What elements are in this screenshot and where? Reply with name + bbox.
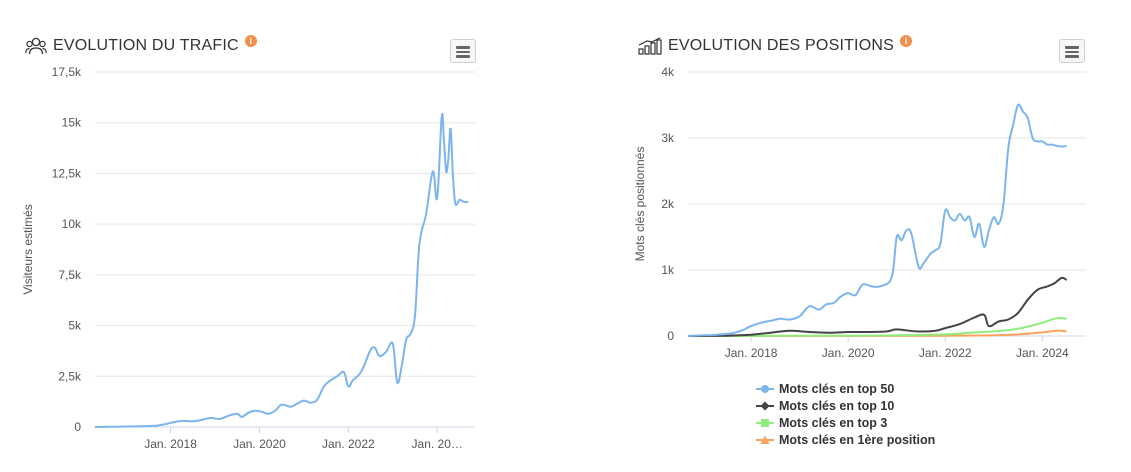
- legend-item[interactable]: Mots clés en top 10: [755, 397, 935, 414]
- y-tick-label: 15k: [62, 116, 82, 130]
- y-tick-label: 2k: [661, 197, 675, 211]
- legend-label: Mots clés en top 50: [779, 381, 895, 396]
- y-tick-label: 17,5k: [52, 65, 82, 79]
- x-tick-label: Jan. 2018: [725, 346, 778, 360]
- traffic-panel: EVOLUTION DU TRAFIC i 0 2,5k 5k 7,5k 10k 12,5…: [0, 0, 560, 472]
- y-tick-label: 10k: [62, 217, 82, 231]
- series-line-mots-cl-s-en-top-10: [687, 276, 1068, 337]
- y-tick-label: 2,5k: [58, 369, 82, 383]
- positions-title: EVOLUTION DES POSITIONS: [668, 37, 894, 54]
- legend-item[interactable]: Mots clés en top 50: [755, 380, 935, 397]
- menu-bar-icon: [456, 46, 470, 49]
- positions-chart-menu-button[interactable]: [1059, 39, 1085, 63]
- legend-label: Mots clés en top 10: [779, 398, 895, 413]
- x-tick-label: Jan. 2020: [233, 437, 286, 451]
- menu-bar-icon: [1065, 50, 1079, 53]
- info-icon[interactable]: i: [244, 35, 257, 47]
- y-axis-title: Mots clés positionnés: [633, 147, 647, 262]
- y-tick-label: 7,5k: [58, 268, 82, 282]
- x-tick-label: Jan. 2024: [1016, 346, 1069, 360]
- x-tick-label: Jan. 2022: [919, 346, 972, 360]
- y-tick-label: 5k: [68, 319, 82, 333]
- series-line-mots-cl-s-en-top-3: [687, 316, 1067, 337]
- series-line: [94, 113, 469, 428]
- positions-header: EVOLUTION DES POSITIONS i: [638, 34, 912, 58]
- legend-label: Mots clés en 1ère position: [779, 432, 936, 447]
- traffic-header: EVOLUTION DU TRAFIC i: [25, 34, 257, 58]
- bar-chart-trend-icon: [638, 37, 662, 55]
- x-tick-label: Jan. 2020: [822, 346, 875, 360]
- y-tick-label: 4k: [661, 65, 675, 79]
- legend-item[interactable]: Mots clés en top 3: [755, 414, 935, 431]
- menu-bar-icon: [456, 50, 470, 53]
- traffic-chart: 0 2,5k 5k 7,5k 10k 12,5k 15k 17,5k Jan. 2018 Jan.…: [21, 65, 475, 451]
- legend-label: Mots clés en top 3: [779, 415, 888, 430]
- positions-panel: EVOLUTION DES POSITIONS i 0 1k 2k 3k 4k Jan. …: [600, 0, 1131, 472]
- diamond-marker-icon: [756, 401, 774, 410]
- positions-legend: Mots clés en top 50 Mots clés en top 10 Mo…: [755, 380, 935, 448]
- users-icon: [25, 37, 47, 55]
- triangle-marker-icon: [756, 435, 774, 444]
- y-tick-label: 0: [74, 420, 81, 434]
- y-tick-label: 0: [667, 329, 674, 343]
- y-tick-label: 1k: [661, 263, 675, 277]
- y-tick-label: 12,5k: [52, 166, 82, 180]
- menu-bar-icon: [456, 55, 470, 58]
- traffic-chart-menu-button[interactable]: [450, 39, 476, 63]
- y-axis-title: Visiteurs estimés: [21, 204, 35, 294]
- x-tick-label: Jan. 20…: [412, 437, 463, 451]
- square-marker-icon: [756, 418, 774, 427]
- series-line-mots-cl-s-en-top-50: [687, 103, 1067, 337]
- info-icon[interactable]: i: [899, 35, 912, 47]
- positions-chart: 0 1k 2k 3k 4k Jan. 2018 Jan. 2020 Jan. 2022 Jan.…: [633, 65, 1086, 360]
- y-tick-label: 3k: [661, 131, 675, 145]
- menu-bar-icon: [1065, 55, 1079, 58]
- x-tick-label: Jan. 2018: [144, 437, 197, 451]
- x-tick-label: Jan. 2022: [322, 437, 375, 451]
- circle-marker-icon: [756, 384, 774, 393]
- legend-item[interactable]: Mots clés en 1ère position: [755, 431, 935, 448]
- menu-bar-icon: [1065, 46, 1079, 49]
- traffic-title: EVOLUTION DU TRAFIC: [53, 37, 239, 54]
